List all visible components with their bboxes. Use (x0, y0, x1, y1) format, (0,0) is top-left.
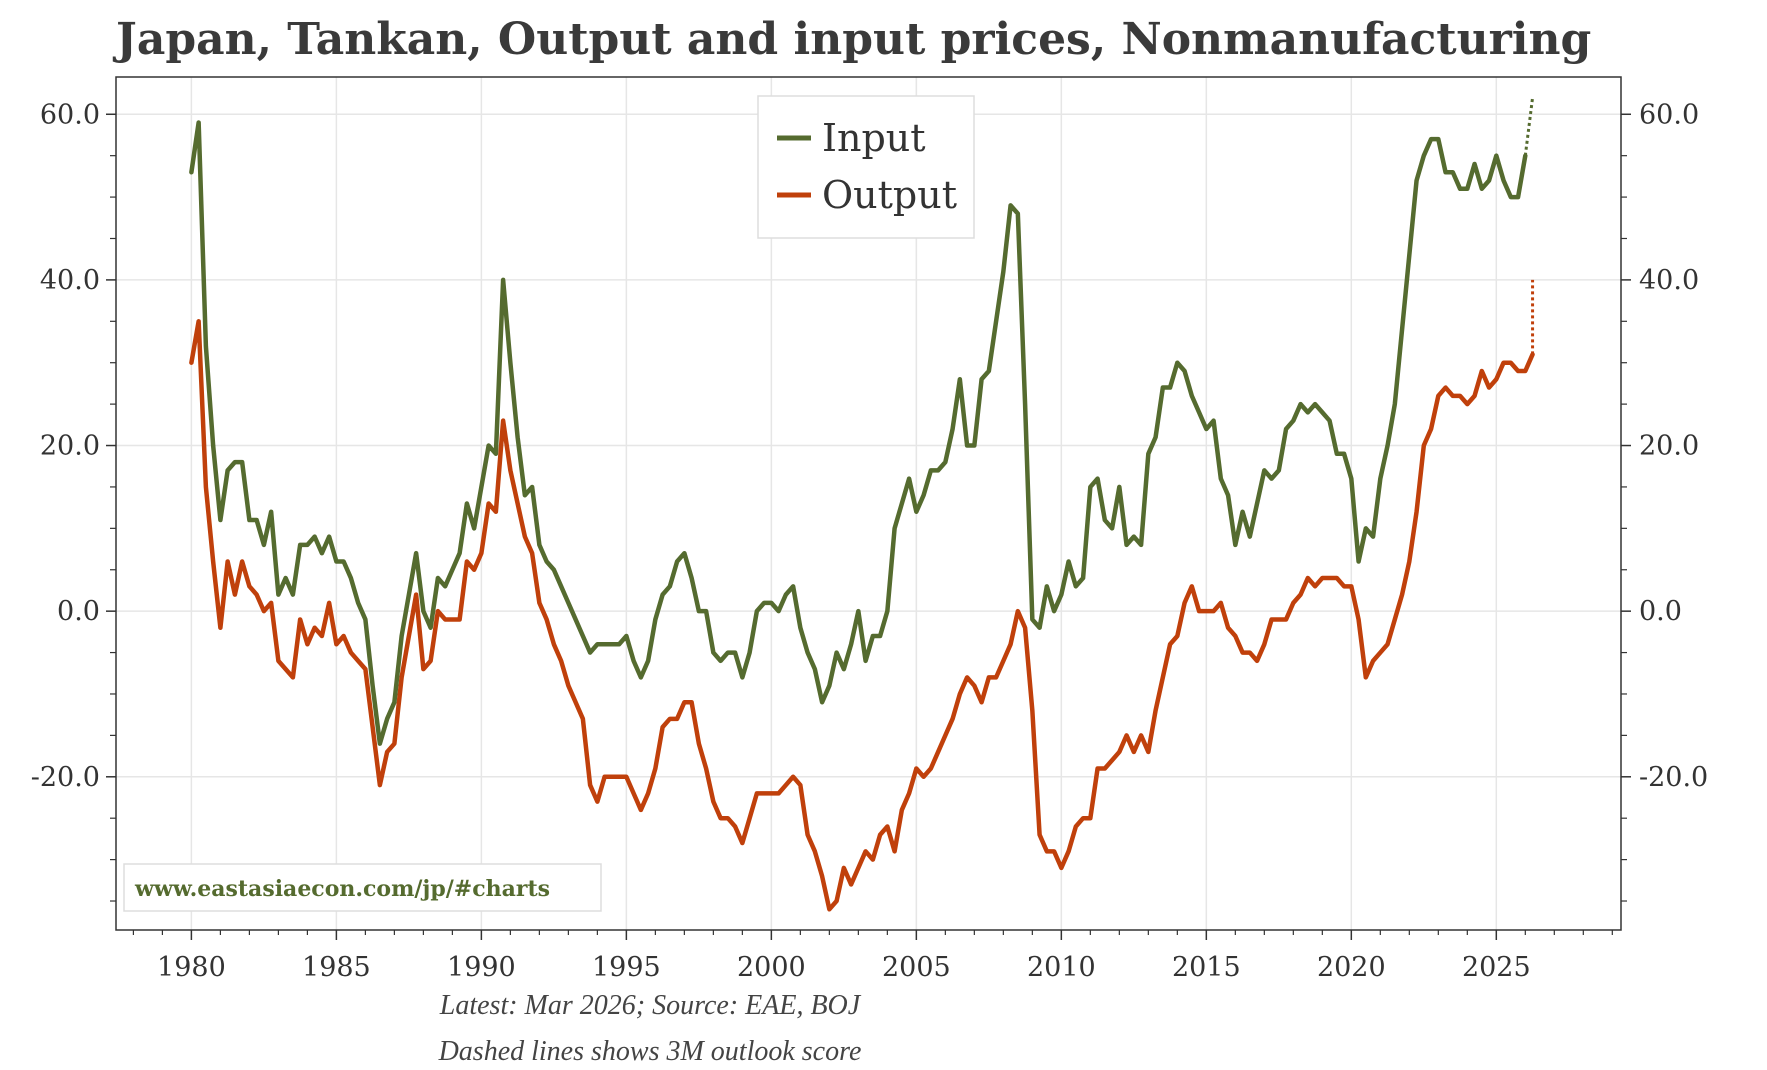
y-tick-label-right: 0.0 (1639, 596, 1682, 627)
y-tick-label-right: 40.0 (1639, 265, 1699, 296)
x-tick-label: 2010 (1027, 952, 1096, 983)
watermark-box (123, 863, 602, 912)
x-tick-label: 2005 (882, 952, 951, 983)
x-tick-label: 2000 (737, 952, 806, 983)
x-tick-label: 2025 (1462, 952, 1531, 983)
y-tick-label-left: 60.0 (40, 99, 100, 130)
y-tick-label-right: 20.0 (1639, 431, 1699, 462)
x-tick-label: 1995 (592, 952, 661, 983)
axes: 1980 1985 1990 1995 2000 2005 2010 2015 2020 2025… (31, 99, 1709, 983)
watermark: www.eastasiaecon.com/jp/#charts (123, 863, 602, 912)
series-layer (189, 97, 1535, 912)
x-tick-label: 2015 (1172, 952, 1241, 983)
y-tick-label-right: 60.0 (1639, 99, 1699, 130)
legend: Input Output (757, 95, 975, 239)
series-line-input (189, 120, 1528, 746)
legend-box (757, 95, 975, 239)
footer-dashed-note: Dashed lines shows 3M outlook score (438, 1036, 862, 1067)
legend-label-input: Input (822, 116, 926, 160)
y-tick-label-left: 20.0 (40, 431, 100, 462)
x-tick-label: 1990 (447, 952, 516, 983)
plot-frame (115, 76, 1622, 931)
footer-source: Latest: Mar 2026; Source: EAE, BOJ (439, 990, 861, 1021)
y-tick-label-left: 40.0 (40, 265, 100, 296)
x-tick-label: 2020 (1317, 952, 1386, 983)
x-tick-label: 1980 (157, 952, 226, 983)
chart-title: Japan, Tankan, Output and input prices, … (116, 14, 1592, 65)
x-tick-label: 1985 (302, 952, 371, 983)
legend-label-output: Output (822, 173, 957, 217)
y-tick-label-left: 0.0 (57, 596, 100, 627)
y-tick-label-right: -20.0 (1639, 762, 1708, 793)
watermark-url: www.eastasiaecon.com/jp/#charts (134, 876, 550, 902)
y-tick-label-left: -20.0 (31, 762, 100, 793)
series-line-output (189, 319, 1535, 912)
outlook-line-input (1523, 97, 1535, 156)
